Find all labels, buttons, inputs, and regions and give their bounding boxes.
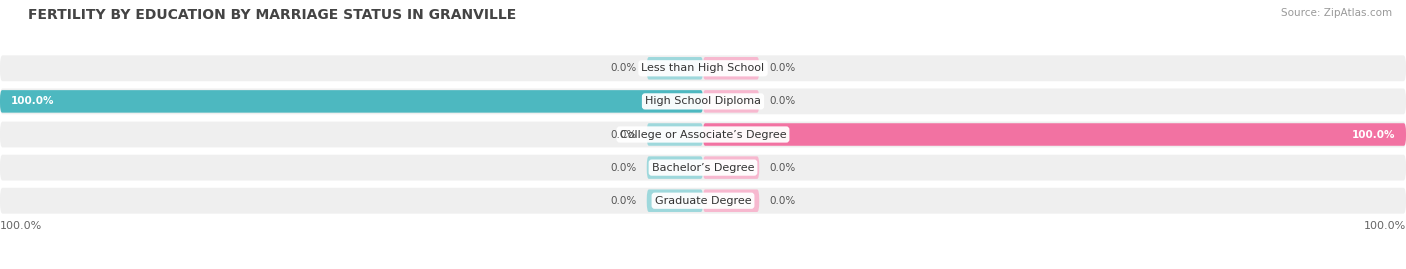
- Text: 0.0%: 0.0%: [770, 196, 796, 206]
- Text: 0.0%: 0.0%: [610, 63, 637, 73]
- Text: 0.0%: 0.0%: [610, 196, 637, 206]
- FancyBboxPatch shape: [647, 189, 703, 212]
- Text: 100.0%: 100.0%: [1364, 221, 1406, 231]
- FancyBboxPatch shape: [0, 90, 703, 113]
- FancyBboxPatch shape: [647, 57, 703, 80]
- FancyBboxPatch shape: [0, 55, 1406, 81]
- Text: 100.0%: 100.0%: [0, 221, 42, 231]
- Text: Source: ZipAtlas.com: Source: ZipAtlas.com: [1281, 8, 1392, 18]
- FancyBboxPatch shape: [703, 57, 759, 80]
- FancyBboxPatch shape: [703, 189, 759, 212]
- FancyBboxPatch shape: [647, 123, 703, 146]
- Text: 0.0%: 0.0%: [610, 129, 637, 140]
- FancyBboxPatch shape: [0, 89, 1406, 114]
- Text: 0.0%: 0.0%: [770, 162, 796, 173]
- Text: Graduate Degree: Graduate Degree: [655, 196, 751, 206]
- FancyBboxPatch shape: [703, 156, 759, 179]
- Text: Bachelor’s Degree: Bachelor’s Degree: [652, 162, 754, 173]
- FancyBboxPatch shape: [0, 188, 1406, 214]
- Text: High School Diploma: High School Diploma: [645, 96, 761, 107]
- FancyBboxPatch shape: [0, 122, 1406, 147]
- FancyBboxPatch shape: [647, 156, 703, 179]
- FancyBboxPatch shape: [703, 90, 759, 113]
- Text: 0.0%: 0.0%: [770, 96, 796, 107]
- Text: 100.0%: 100.0%: [10, 96, 53, 107]
- FancyBboxPatch shape: [703, 123, 1406, 146]
- Text: 0.0%: 0.0%: [610, 162, 637, 173]
- Text: 100.0%: 100.0%: [1353, 129, 1395, 140]
- Text: Less than High School: Less than High School: [641, 63, 765, 73]
- Text: FERTILITY BY EDUCATION BY MARRIAGE STATUS IN GRANVILLE: FERTILITY BY EDUCATION BY MARRIAGE STATU…: [28, 8, 516, 22]
- Text: 0.0%: 0.0%: [770, 63, 796, 73]
- FancyBboxPatch shape: [0, 155, 1406, 180]
- Text: College or Associate’s Degree: College or Associate’s Degree: [620, 129, 786, 140]
